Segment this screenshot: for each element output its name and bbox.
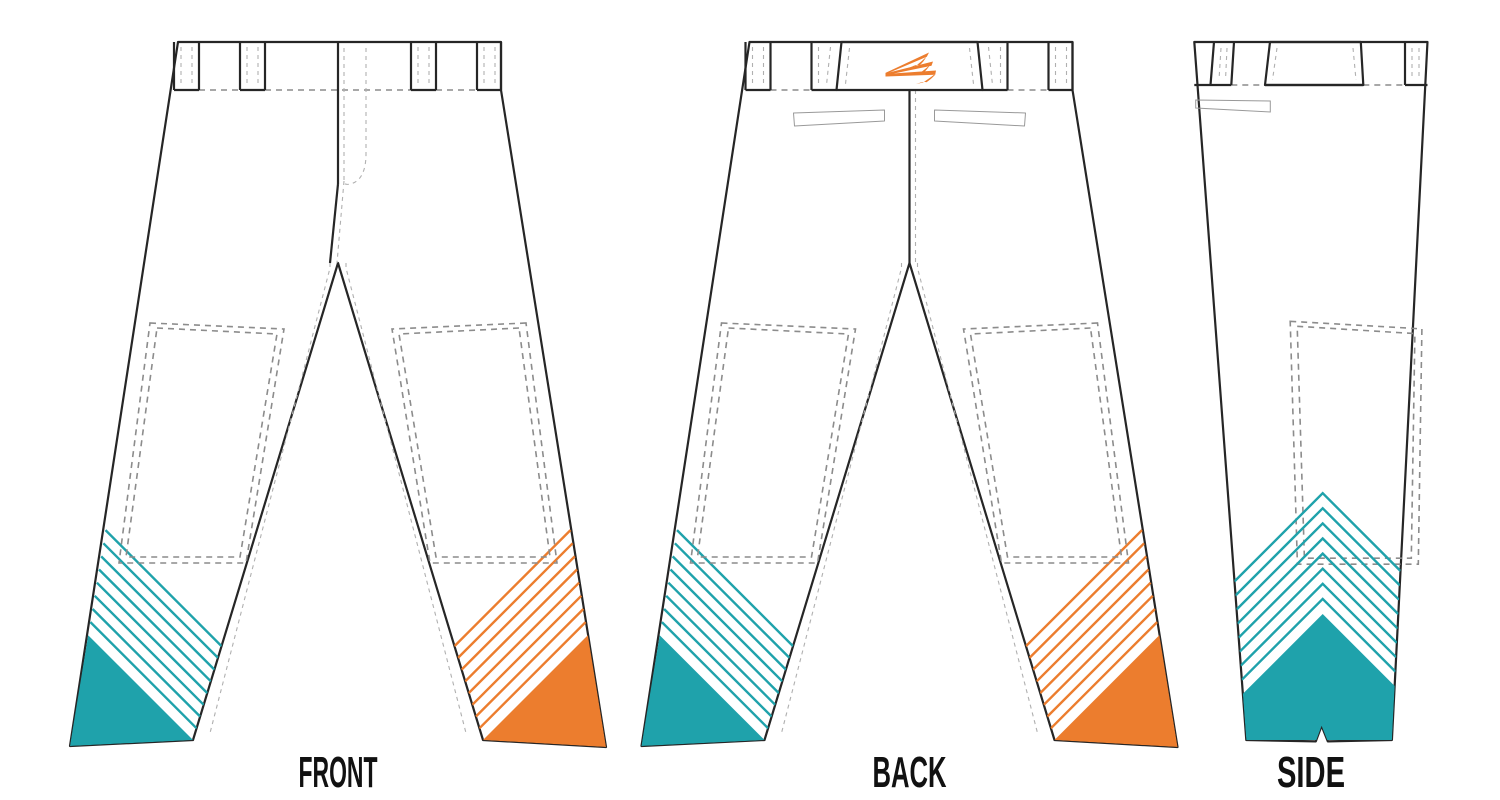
svg-text:FRONT: FRONT	[299, 748, 378, 797]
svg-text:BACK: BACK	[873, 748, 947, 797]
svg-text:SIDE: SIDE	[1277, 748, 1345, 797]
